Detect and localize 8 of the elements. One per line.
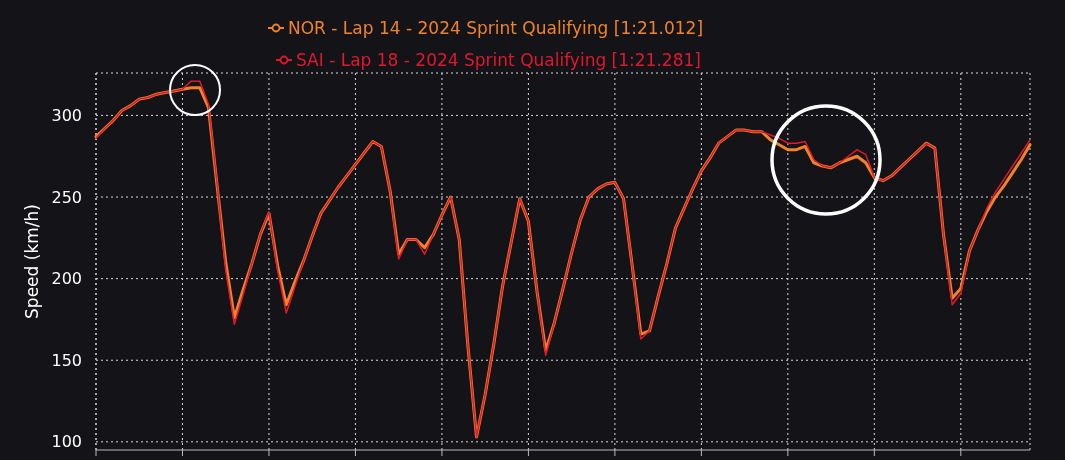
legend-label: SAI - Lap 18 - 2024 Sprint Qualifying [1:21.281] — [296, 49, 701, 70]
y-axis-title: Speed (km/h) — [22, 204, 42, 319]
y-tick-label: 100 — [51, 432, 82, 452]
legend-label: NOR - Lap 14 - 2024 Sprint Qualifying [1:21.012] — [288, 17, 704, 38]
y-tick-label: 300 — [51, 106, 82, 126]
y-tick-label: 150 — [51, 350, 82, 370]
y-tick-label: 250 — [51, 187, 82, 207]
y-tick-label: 200 — [51, 269, 82, 289]
